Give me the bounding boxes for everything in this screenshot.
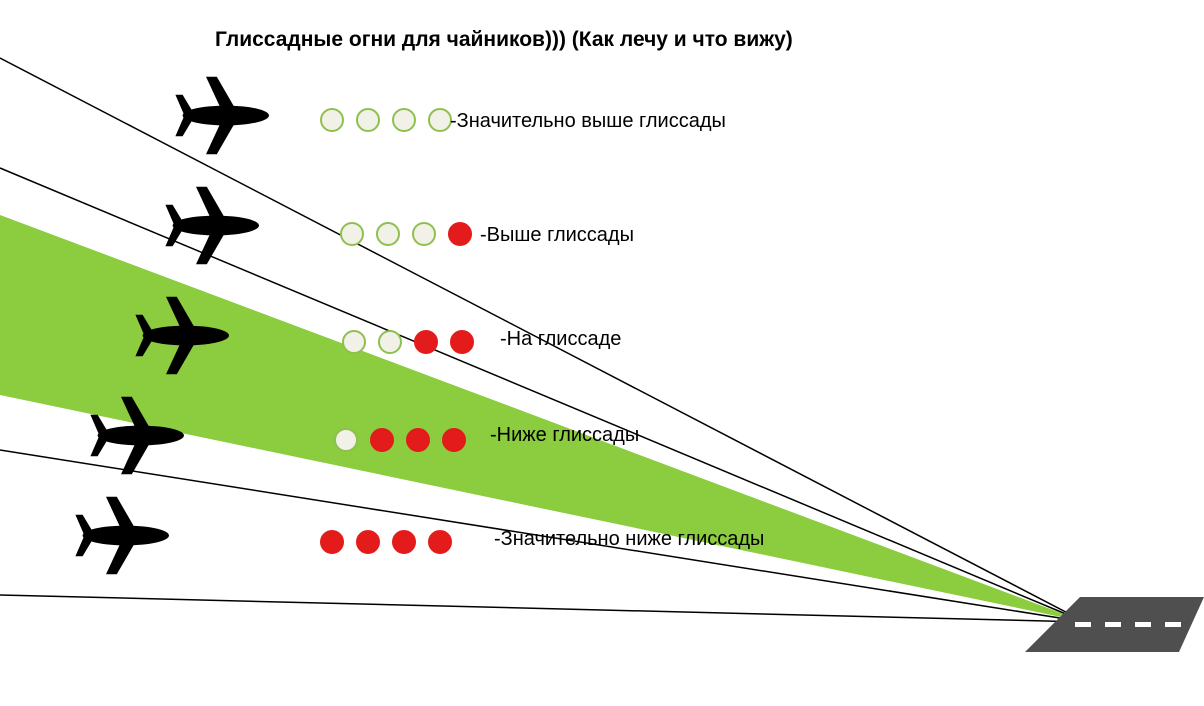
row-label: -На глиссаде — [500, 328, 621, 351]
papi-light-red — [450, 330, 474, 354]
papi-lights-row — [334, 428, 466, 452]
row-label: -Ниже глиссады — [490, 424, 639, 447]
papi-light-white — [342, 330, 366, 354]
row-label: -Значительно выше глиссады — [450, 110, 726, 133]
papi-light-white — [378, 330, 402, 354]
papi-light-white — [428, 108, 452, 132]
papi-light-red — [428, 530, 452, 554]
papi-light-red — [414, 330, 438, 354]
runway-dash — [1195, 622, 1204, 627]
papi-light-red — [370, 428, 394, 452]
diagram-title: Глиссадные огни для чайников))) (Как леч… — [215, 28, 793, 52]
airplane-icon — [85, 395, 202, 476]
papi-light-white — [320, 108, 344, 132]
papi-lights-row — [342, 330, 474, 354]
guide-line — [0, 595, 1085, 622]
runway-dash — [1135, 622, 1151, 627]
airplane-icon — [130, 295, 247, 376]
row-label: -Значительно ниже глиссады — [494, 528, 764, 551]
papi-light-red — [442, 428, 466, 452]
papi-light-red — [392, 530, 416, 554]
runway-dash — [1075, 622, 1091, 627]
papi-light-white — [340, 222, 364, 246]
airplane-icon — [160, 185, 277, 266]
papi-light-red — [406, 428, 430, 452]
airplane-icon — [170, 75, 287, 156]
airplane-icon — [70, 495, 187, 576]
papi-light-red — [356, 530, 380, 554]
papi-light-white — [376, 222, 400, 246]
papi-lights-row — [320, 108, 452, 132]
papi-lights-row — [340, 222, 472, 246]
papi-lights-row — [320, 530, 452, 554]
papi-light-white — [412, 222, 436, 246]
runway-dash — [1105, 622, 1121, 627]
papi-light-white — [356, 108, 380, 132]
row-label: -Выше глиссады — [480, 224, 634, 247]
runway-dash — [1165, 622, 1181, 627]
papi-light-white — [392, 108, 416, 132]
papi-light-white — [334, 428, 358, 452]
papi-light-red — [448, 222, 472, 246]
papi-light-red — [320, 530, 344, 554]
